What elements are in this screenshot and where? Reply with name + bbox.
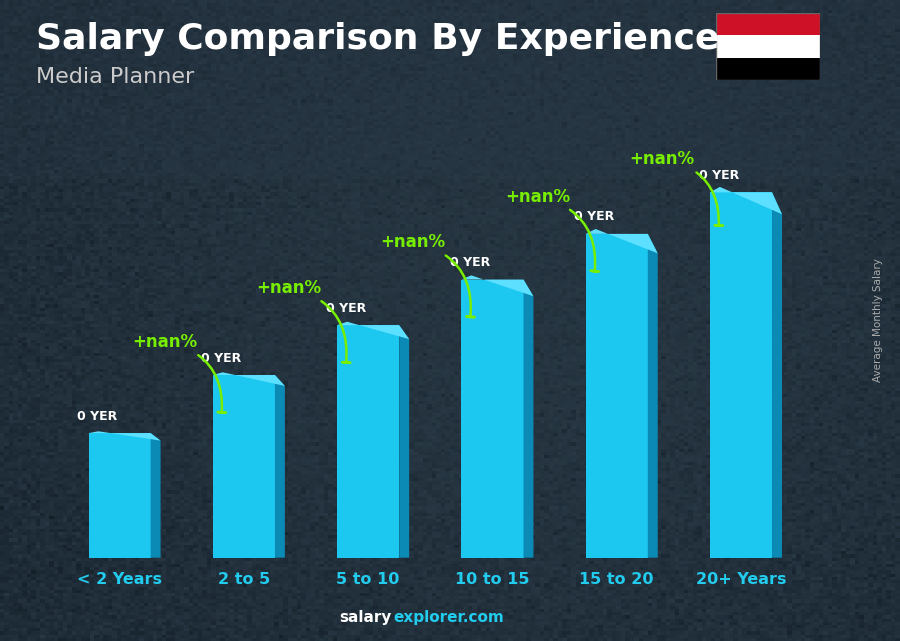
Polygon shape	[710, 187, 782, 214]
Polygon shape	[400, 325, 410, 558]
Text: 0 YER: 0 YER	[326, 302, 366, 315]
Text: 0 YER: 0 YER	[77, 410, 117, 423]
Polygon shape	[150, 433, 160, 558]
Bar	[462, 279, 524, 558]
Text: Average Monthly Salary: Average Monthly Salary	[873, 258, 884, 383]
Bar	[212, 375, 274, 558]
Bar	[716, 58, 820, 80]
Text: +nan%: +nan%	[256, 279, 350, 363]
Bar	[716, 35, 820, 58]
Bar	[88, 433, 150, 558]
Text: +nan%: +nan%	[381, 233, 474, 317]
Bar	[586, 234, 648, 558]
Polygon shape	[586, 229, 658, 253]
Polygon shape	[524, 279, 534, 558]
Bar	[716, 13, 820, 35]
Text: +nan%: +nan%	[629, 150, 723, 226]
Polygon shape	[274, 375, 285, 558]
Text: +nan%: +nan%	[132, 333, 226, 413]
Text: 0 YER: 0 YER	[202, 352, 241, 365]
Text: explorer.com: explorer.com	[393, 610, 504, 625]
Text: Media Planner: Media Planner	[36, 67, 194, 87]
Text: 0 YER: 0 YER	[450, 256, 491, 269]
Bar	[338, 325, 400, 558]
Text: 0 YER: 0 YER	[574, 210, 615, 224]
Bar	[710, 192, 772, 558]
Polygon shape	[772, 192, 782, 558]
Text: Salary Comparison By Experience: Salary Comparison By Experience	[36, 22, 719, 56]
Polygon shape	[88, 431, 160, 440]
Polygon shape	[648, 234, 658, 558]
Polygon shape	[462, 276, 534, 296]
Polygon shape	[338, 322, 410, 339]
Polygon shape	[212, 372, 285, 386]
Text: +nan%: +nan%	[505, 188, 598, 272]
Bar	[0, 0, 900, 179]
Text: salary: salary	[339, 610, 392, 625]
Text: 0 YER: 0 YER	[698, 169, 739, 182]
